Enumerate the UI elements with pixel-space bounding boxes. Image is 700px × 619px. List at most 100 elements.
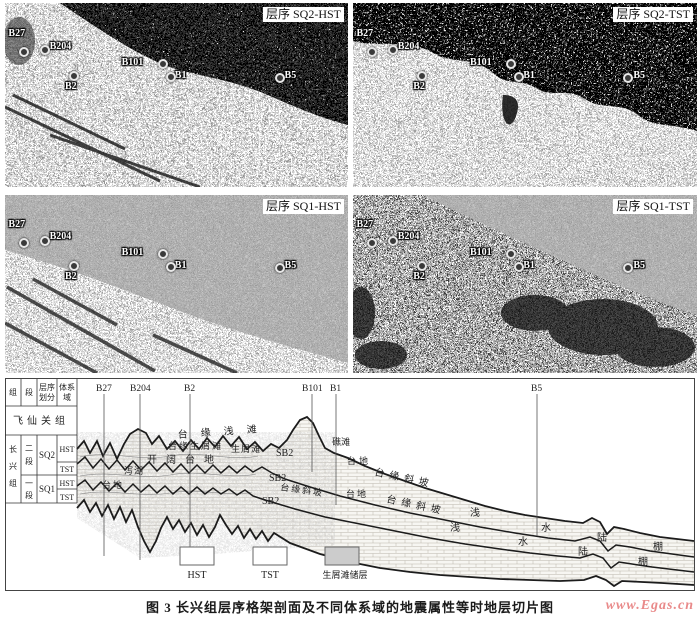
seismic-streaks [5,93,201,187]
well-label-b101: B101 [121,57,144,69]
feixianguan-row: 飞仙关组 [13,414,69,427]
facies-label: 生屑滩 [231,443,261,454]
seismic-panel-sq1-tst: 层序 SQ1-TST B27 B204 B2 B101 B1 B5 [353,195,697,373]
well-marker-b5 [274,72,285,83]
legend-label-hst: HST [188,570,207,581]
table-header-sequence-1: 层序 [39,382,55,392]
changxing-char-2: 兴 [9,462,17,471]
legend-label-tst: TST [261,570,279,581]
well-marker-b2 [68,260,79,271]
seismic-texture [353,3,697,187]
well-label-b2: B2 [413,81,425,93]
shelf-char: 棚 [638,555,648,568]
watermark: www.Egas.cn [605,598,694,613]
table-header-sequence-2: 划分 [39,392,55,402]
well-label-b5: B5 [633,259,646,271]
seismic-panel-sq2-hst: 层序 SQ2-HST B27 B204 B2 B101 B1 B5 [5,3,348,187]
shelf-char: 水 [518,536,528,548]
well-marker-b5 [623,262,634,273]
well-marker-b2 [416,260,427,271]
well-marker-b5 [623,72,634,83]
well-marker-b27 [366,237,377,248]
platform-internal-lines [79,453,259,495]
well-label-b101: B101 [469,247,492,259]
dark-blobs [353,287,695,369]
shelf-char: 水 [541,522,551,534]
member2-char-2: 段 [25,456,33,466]
well-label-b27: B27 [8,218,26,230]
well-label-b1: B1 [330,384,341,394]
sq1-label: SQ1 [39,484,55,494]
member1-char-2: 段 [25,490,33,500]
well-label-b2: B2 [413,270,425,282]
well-label-b27: B27 [96,384,112,394]
table-header-tract-2: 域 [63,392,71,402]
table-header-tract-1: 体系 [59,382,75,392]
seismic-panel-sq1-hst: 层序 SQ1-HST B27 B204 B2 B101 B1 B5 [5,195,348,373]
well-marker-b101 [506,59,517,70]
seismic-streaks [5,277,238,373]
tract-sq1-hst: HST [59,479,74,488]
well-label-b204: B204 [49,40,72,52]
facies-label: 台地 [102,479,124,490]
seismic-texture [353,195,697,373]
facies-label: 台缘生屑滩 [168,440,223,451]
facies-label: 开阔台地 [147,453,223,466]
well-label-b101: B101 [469,57,492,69]
well-marker-b27 [18,237,29,248]
well-label-b2: B2 [65,270,77,282]
well-marker-b1 [513,72,524,82]
strat-table-lines [5,379,78,504]
well-marker-b27 [18,47,29,58]
panel-label: 层序 SQ1-HST [262,199,344,214]
well-label-b204: B204 [49,231,72,243]
member1-char-1: 一 [25,479,33,488]
figure-caption: 图 3 长兴组层序格架剖面及不同体系域的地震属性等时地层切片图 [145,600,554,615]
well-label-b1: B1 [523,70,535,82]
member2-char-1: 二 [25,444,33,453]
legend: HST TST 生屑滩储层 [179,546,368,581]
well-marker-b1 [165,261,176,272]
sequence-framework-section: B27 B204 B2 B101 B1 B5 [5,378,695,591]
well-label-b1: B1 [523,259,535,271]
changxing-char-3: 组 [9,478,17,488]
legend-label-reservoir: 生屑滩储层 [322,569,367,580]
sb-label-2: SB2 [269,473,286,484]
well-label-b204: B204 [397,40,420,52]
tract-sq2-hst: HST [59,445,74,454]
well-marker-b101 [506,249,517,260]
sb-label-1: SB2 [276,448,293,459]
well-marker-b204 [39,45,50,56]
well-label-b5: B5 [284,259,297,271]
well-label-b27: B27 [356,218,374,230]
well-label-b5: B5 [284,70,297,82]
well-label-b1: B1 [174,70,187,82]
boundary-labels: SB2 SB2 SB2 [262,448,293,507]
well-marker-b1 [165,72,176,82]
shelf-char: 陆 [578,545,588,558]
well-label-b27: B27 [8,27,26,39]
well-marker-b101 [157,59,168,70]
well-label-b101: B101 [121,247,144,259]
shelf-char: 浅 [470,506,480,519]
sb-label-3: SB2 [262,496,279,507]
well-label-b27: B27 [356,27,374,39]
seismic-texture [5,3,348,187]
well-label-b5: B5 [633,70,646,82]
facies-label: 泻湖 [124,466,144,476]
well-marker-b5 [274,262,285,273]
seismic-panel-sq2-tst: 层序 SQ2-TST B27 B204 B2 B101 B1 B5 [353,3,697,187]
strat-table-text: 组 段 层序 划分 体系 域 飞仙关组 长 兴 组 二 段 一 段 SQ2 SQ… [9,382,75,502]
legend-swatch-hst [179,546,215,566]
well-marker-b2 [68,71,79,82]
table-header-member: 段 [25,387,33,397]
shelf-char: 棚 [653,540,663,553]
changxing-char-1: 长 [9,444,17,454]
well-label-b2: B2 [65,81,77,93]
tract-sq2-tst: TST [60,465,74,474]
well-marker-b204 [39,235,50,246]
legend-swatch-tst [252,546,288,566]
facies-label: 台地 [346,488,368,499]
section-drawing: B27 B204 B2 B101 B1 B5 [5,378,695,591]
shelf-char: 陆 [597,531,607,544]
